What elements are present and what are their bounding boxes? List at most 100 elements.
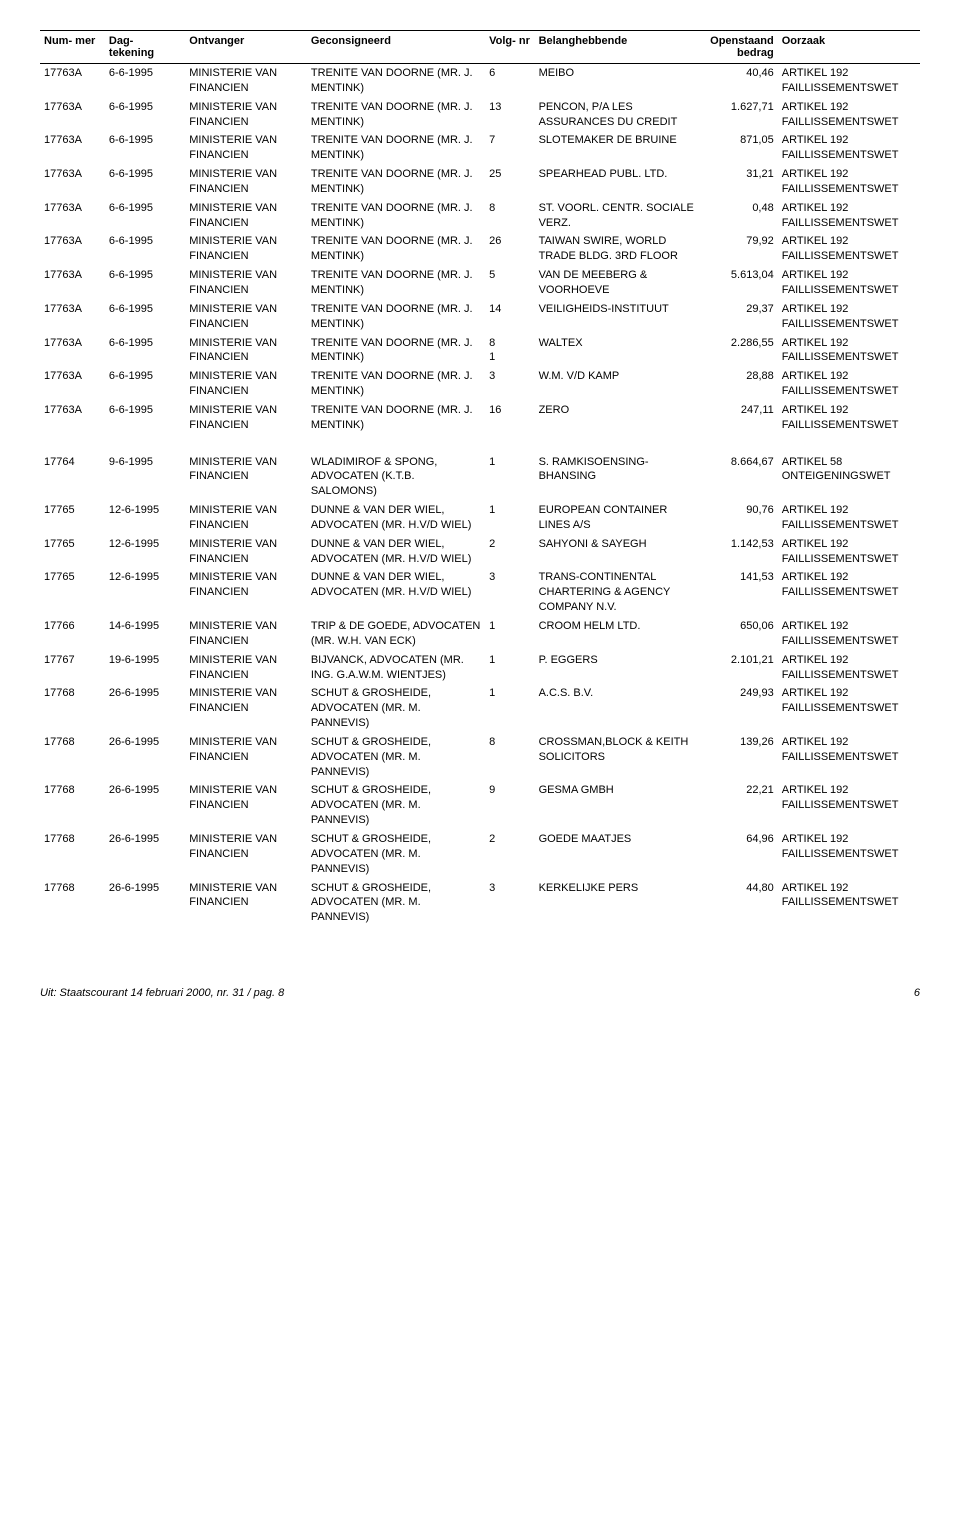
table-row: 1776512-6-1995MINISTERIE VAN FINANCIENDU… bbox=[40, 501, 920, 535]
table-row: 17763A6-6-1995MINISTERIE VAN FINANCIENTR… bbox=[40, 232, 920, 266]
table-cell: 8 1 bbox=[485, 334, 534, 368]
table-row: 177649-6-1995MINISTERIE VAN FINANCIENWLA… bbox=[40, 453, 920, 502]
table-cell: 17763A bbox=[40, 64, 105, 98]
table-cell: CROSSMAN,BLOCK & KEITH SOLICITORS bbox=[535, 733, 703, 782]
table-row: 17763A6-6-1995MINISTERIE VAN FINANCIENTR… bbox=[40, 64, 920, 98]
table-body: 17763A6-6-1995MINISTERIE VAN FINANCIENTR… bbox=[40, 64, 920, 928]
table-cell: MINISTERIE VAN FINANCIEN bbox=[185, 266, 307, 300]
table-row: 1776826-6-1995MINISTERIE VAN FINANCIENSC… bbox=[40, 781, 920, 830]
table-cell: MINISTERIE VAN FINANCIEN bbox=[185, 401, 307, 435]
table-cell: ARTIKEL 58 ONTEIGENINGSWET bbox=[778, 453, 920, 502]
table-cell: MEIBO bbox=[535, 64, 703, 98]
header-belanghebbende: Belanghebbende bbox=[535, 31, 703, 64]
table-cell: ARTIKEL 192 FAILLISSEMENTSWET bbox=[778, 367, 920, 401]
table-cell: 64,96 bbox=[703, 830, 778, 879]
table-cell: 6-6-1995 bbox=[105, 266, 185, 300]
table-cell: ARTIKEL 192 FAILLISSEMENTSWET bbox=[778, 879, 920, 928]
table-cell: ARTIKEL 192 FAILLISSEMENTSWET bbox=[778, 830, 920, 879]
header-nummer: Num- mer bbox=[40, 31, 105, 64]
table-cell: TRANS-CONTINENTAL CHARTERING & AGENCY CO… bbox=[535, 568, 703, 617]
header-ontvanger: Ontvanger bbox=[185, 31, 307, 64]
table-cell: MINISTERIE VAN FINANCIEN bbox=[185, 131, 307, 165]
table-cell: MINISTERIE VAN FINANCIEN bbox=[185, 733, 307, 782]
table-row: 1776719-6-1995MINISTERIE VAN FINANCIENBI… bbox=[40, 651, 920, 685]
table-cell: GOEDE MAATJES bbox=[535, 830, 703, 879]
table-cell: 79,92 bbox=[703, 232, 778, 266]
table-cell: SCHUT & GROSHEIDE, ADVOCATEN (MR. M. PAN… bbox=[307, 781, 485, 830]
table-row: 1776826-6-1995MINISTERIE VAN FINANCIENSC… bbox=[40, 684, 920, 733]
table-cell: ARTIKEL 192 FAILLISSEMENTSWET bbox=[778, 199, 920, 233]
table-cell: 1 bbox=[485, 684, 534, 733]
table-cell: TRENITE VAN DOORNE (MR. J. MENTINK) bbox=[307, 199, 485, 233]
table-cell: SPEARHEAD PUBL. LTD. bbox=[535, 165, 703, 199]
table-row: 17763A6-6-1995MINISTERIE VAN FINANCIENTR… bbox=[40, 266, 920, 300]
table-cell: ARTIKEL 192 FAILLISSEMENTSWET bbox=[778, 165, 920, 199]
table-cell: EUROPEAN CONTAINER LINES A/S bbox=[535, 501, 703, 535]
table-cell: DUNNE & VAN DER WIEL, ADVOCATEN (MR. H.V… bbox=[307, 568, 485, 617]
header-dagtekening: Dag- tekening bbox=[105, 31, 185, 64]
table-cell: 17763A bbox=[40, 266, 105, 300]
table-cell: MINISTERIE VAN FINANCIEN bbox=[185, 199, 307, 233]
table-cell: 29,37 bbox=[703, 300, 778, 334]
table-cell: 17764 bbox=[40, 453, 105, 502]
table-cell: 6-6-1995 bbox=[105, 300, 185, 334]
table-cell: VEILIGHEIDS-INSTITUUT bbox=[535, 300, 703, 334]
table-cell: 12-6-1995 bbox=[105, 501, 185, 535]
table-cell: 26 bbox=[485, 232, 534, 266]
table-cell: 8 bbox=[485, 199, 534, 233]
table-cell: MINISTERIE VAN FINANCIEN bbox=[185, 879, 307, 928]
table-cell: CROOM HELM LTD. bbox=[535, 617, 703, 651]
table-row: 17763A6-6-1995MINISTERIE VAN FINANCIENTR… bbox=[40, 300, 920, 334]
table-cell: 17763A bbox=[40, 199, 105, 233]
table-cell: TRENITE VAN DOORNE (MR. J. MENTINK) bbox=[307, 367, 485, 401]
table-cell: SCHUT & GROSHEIDE, ADVOCATEN (MR. M. PAN… bbox=[307, 733, 485, 782]
table-cell: 26-6-1995 bbox=[105, 830, 185, 879]
header-row: Num- mer Dag- tekening Ontvanger Geconsi… bbox=[40, 31, 920, 64]
table-cell: 6 bbox=[485, 64, 534, 98]
table-row: 17763A6-6-1995MINISTERIE VAN FINANCIENTR… bbox=[40, 199, 920, 233]
table-cell: 3 bbox=[485, 879, 534, 928]
table-cell: SLOTEMAKER DE BRUINE bbox=[535, 131, 703, 165]
table-cell: 139,26 bbox=[703, 733, 778, 782]
table-cell: 8 bbox=[485, 733, 534, 782]
gap-row bbox=[40, 435, 920, 453]
table-cell: MINISTERIE VAN FINANCIEN bbox=[185, 98, 307, 132]
table-cell: 17768 bbox=[40, 733, 105, 782]
table-cell: 1 bbox=[485, 453, 534, 502]
table-row: 17763A6-6-1995MINISTERIE VAN FINANCIENTR… bbox=[40, 367, 920, 401]
table-cell: 2.101,21 bbox=[703, 651, 778, 685]
table-cell: SAHYONI & SAYEGH bbox=[535, 535, 703, 569]
table-cell: MINISTERIE VAN FINANCIEN bbox=[185, 165, 307, 199]
table-cell: 25 bbox=[485, 165, 534, 199]
table-cell: P. EGGERS bbox=[535, 651, 703, 685]
table-cell: 1.627,71 bbox=[703, 98, 778, 132]
table-cell: TRENITE VAN DOORNE (MR. J. MENTINK) bbox=[307, 64, 485, 98]
table-cell: 871,05 bbox=[703, 131, 778, 165]
table-cell: KERKELIJKE PERS bbox=[535, 879, 703, 928]
table-cell: 12-6-1995 bbox=[105, 535, 185, 569]
table-cell: 141,53 bbox=[703, 568, 778, 617]
table-cell: ARTIKEL 192 FAILLISSEMENTSWET bbox=[778, 535, 920, 569]
table-cell: MINISTERIE VAN FINANCIEN bbox=[185, 651, 307, 685]
table-cell: 650,06 bbox=[703, 617, 778, 651]
table-cell: GESMA GMBH bbox=[535, 781, 703, 830]
table-cell: 6-6-1995 bbox=[105, 232, 185, 266]
table-row: 1776614-6-1995MINISTERIE VAN FINANCIENTR… bbox=[40, 617, 920, 651]
table-cell: WLADIMIROF & SPONG, ADVOCATEN (K.T.B. SA… bbox=[307, 453, 485, 502]
footer: Uit: Staatscourant 14 februari 2000, nr.… bbox=[40, 987, 920, 999]
table-cell: 17765 bbox=[40, 501, 105, 535]
table-cell: 17763A bbox=[40, 98, 105, 132]
table-cell: 44,80 bbox=[703, 879, 778, 928]
table-cell: 5.613,04 bbox=[703, 266, 778, 300]
table-cell: 14 bbox=[485, 300, 534, 334]
table-cell: TRENITE VAN DOORNE (MR. J. MENTINK) bbox=[307, 165, 485, 199]
table-cell: 9-6-1995 bbox=[105, 453, 185, 502]
table-cell: 2.286,55 bbox=[703, 334, 778, 368]
table-cell: MINISTERIE VAN FINANCIEN bbox=[185, 300, 307, 334]
table-cell: BIJVANCK, ADVOCATEN (MR. ING. G.A.W.M. W… bbox=[307, 651, 485, 685]
table-cell: ARTIKEL 192 FAILLISSEMENTSWET bbox=[778, 617, 920, 651]
table-cell: 14-6-1995 bbox=[105, 617, 185, 651]
table-row: 17763A6-6-1995MINISTERIE VAN FINANCIENTR… bbox=[40, 334, 920, 368]
table-cell: ARTIKEL 192 FAILLISSEMENTSWET bbox=[778, 651, 920, 685]
table-cell: 17763A bbox=[40, 367, 105, 401]
